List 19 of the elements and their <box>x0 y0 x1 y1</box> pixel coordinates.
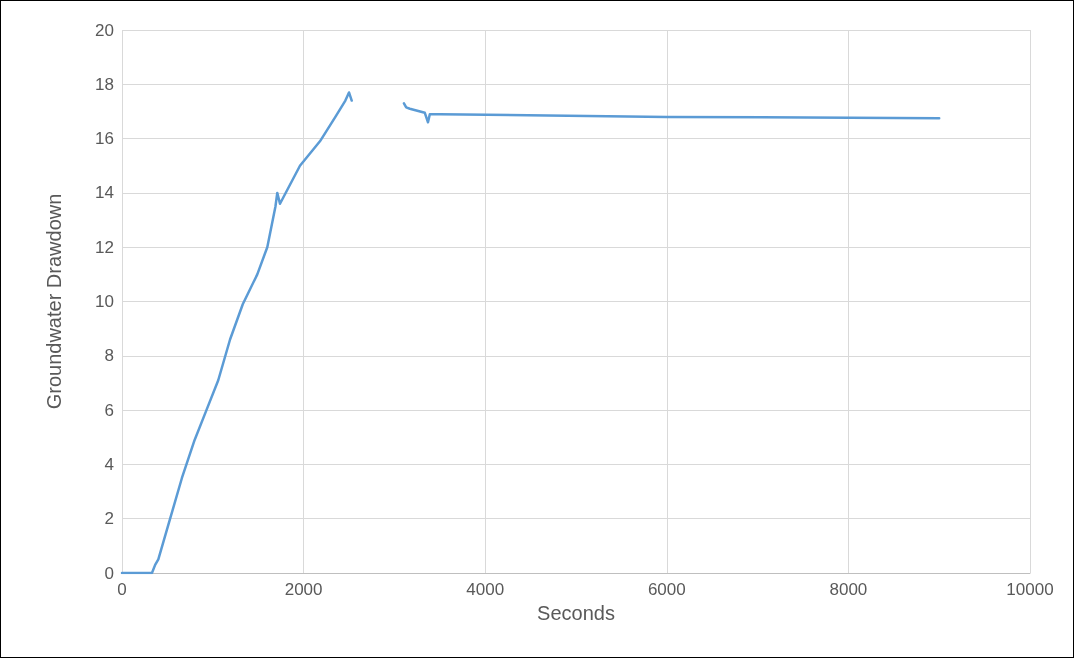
y-tick-label: 18 <box>95 74 114 94</box>
x-tick-label: 2000 <box>284 580 323 599</box>
y-tick-label: 10 <box>95 292 114 311</box>
y-tick-label: 12 <box>95 237 114 257</box>
x-tick-label: 6000 <box>647 580 686 599</box>
x-tick-label: 4000 <box>466 580 505 599</box>
x-tick-label: 0 <box>117 580 127 599</box>
y-tick-label: 8 <box>104 346 114 366</box>
x-tick-label: 10000 <box>1006 580 1054 599</box>
x-tick-label: 8000 <box>829 580 868 599</box>
y-tick-label: 14 <box>95 183 114 203</box>
y-tick-label: 20 <box>95 20 114 40</box>
y-tick-label: 16 <box>95 129 114 149</box>
y-tick-label: 2 <box>104 509 114 529</box>
y-axis-title: Groundwater Drawdown <box>43 193 65 410</box>
y-tick-label: 6 <box>104 400 114 420</box>
y-tick-label: 4 <box>104 454 114 474</box>
x-axis-title: Seconds <box>537 602 615 624</box>
y-tick-label: 0 <box>104 563 114 583</box>
